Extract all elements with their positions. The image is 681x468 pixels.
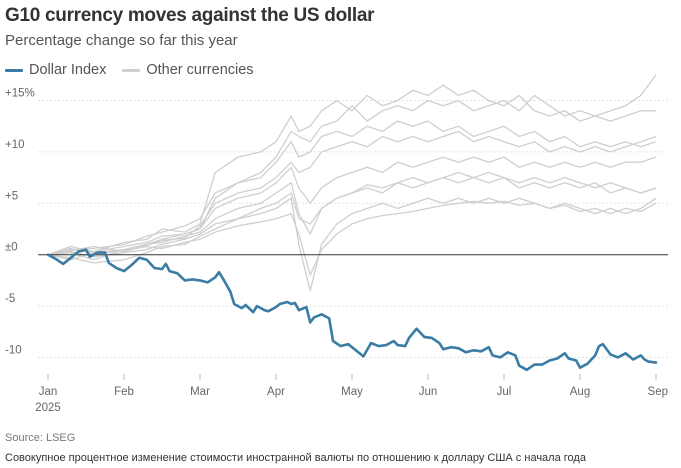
legend-swatch-other [122,68,141,72]
x-tick-label: Aug [570,386,590,398]
y-tick-label: +15% [5,88,35,100]
x-tick-label: Jun [419,386,438,398]
y-tick-label: ±0 [5,242,18,254]
x-tick-label: Apr [267,386,285,398]
legend-label-other: Other currencies [146,62,254,78]
y-axis-ticks: +15% +10 +5 ±0 -5 -10 [5,88,35,357]
series-line-other-currency-7 [47,200,657,276]
y-tick-label: +5 [5,190,18,202]
x-tick-sublabel: 2025 [35,402,61,414]
legend-label-dollar: Dollar Index [29,62,107,78]
x-axis-ticks: Jan 2025 Feb Mar Apr May Jun Jul Aug Sep [35,374,668,414]
y-tick-label: -10 [5,344,22,356]
legend-item-dollar: Dollar Index [5,62,106,78]
x-tick-label: May [341,386,363,398]
series-line-other-currency-2 [47,84,656,256]
series-line-other-currency-6 [47,197,657,292]
x-tick-label: Sep [648,386,668,398]
chart-subtitle: Percentage change so far this year [5,32,238,49]
series-line-other-currency-9 [47,171,657,264]
x-tick-label: Mar [190,386,210,398]
caption-note: Совокупное процентное изменение стоимост… [5,452,586,464]
legend-item-other: Other currencies [122,62,254,78]
y-tick-label: +10 [5,139,25,151]
source-note: Source: LSEG [5,432,76,444]
x-tick-label: Jan [39,386,58,398]
x-tick-label: Feb [114,386,134,398]
legend: Dollar Index Other currencies [5,62,270,78]
chart-title: G10 currency moves against the US dollar [5,5,375,26]
series-line-other-currency-1 [47,74,657,256]
grid-lines [38,100,668,358]
dollar-index-layer [46,248,658,372]
series-line-other-currency-8 [47,130,657,256]
series-line-other-currency-4 [47,156,657,256]
x-tick-label: Jul [497,386,512,398]
series-line-dollar-index [46,248,658,372]
other-currency-lines [47,74,657,292]
legend-swatch-dollar [5,68,23,72]
y-tick-label: -5 [5,293,15,305]
